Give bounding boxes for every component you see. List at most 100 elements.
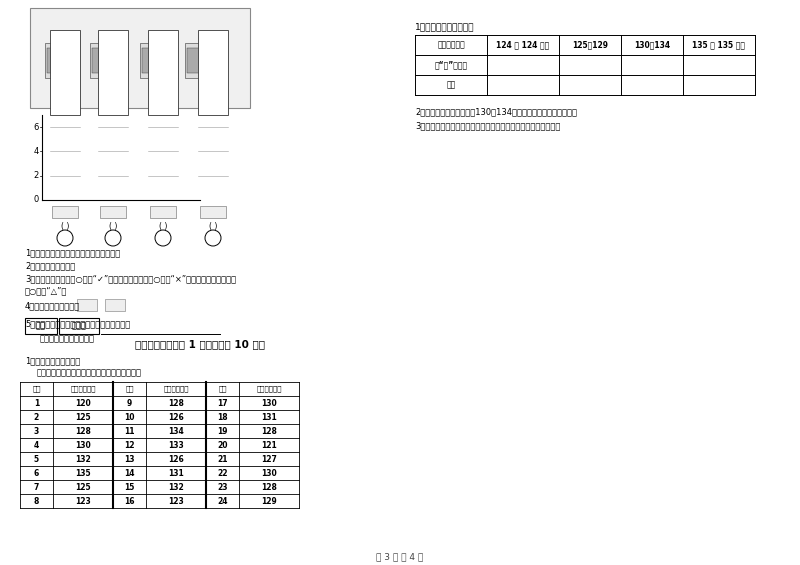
Bar bbox=[98, 30, 128, 115]
Text: 125: 125 bbox=[75, 412, 91, 421]
Text: 用“正”字统计: 用“正”字统计 bbox=[434, 60, 467, 69]
Text: 学号: 学号 bbox=[32, 386, 41, 392]
Text: 在○内画“△”。: 在○内画“△”。 bbox=[25, 286, 67, 295]
Text: 身高（厘米）: 身高（厘米） bbox=[163, 386, 189, 392]
Text: ( ): ( ) bbox=[159, 221, 167, 231]
Bar bbox=[90, 43, 118, 78]
Text: 人数: 人数 bbox=[446, 80, 456, 89]
Text: 20: 20 bbox=[218, 441, 228, 450]
Text: 128: 128 bbox=[168, 398, 184, 407]
Text: 21: 21 bbox=[218, 454, 228, 463]
Bar bbox=[105, 299, 125, 311]
Text: 120: 120 bbox=[75, 398, 91, 407]
Text: 7: 7 bbox=[34, 483, 39, 492]
Text: 128: 128 bbox=[261, 483, 277, 492]
Text: 134: 134 bbox=[168, 427, 184, 436]
Text: 125～129: 125～129 bbox=[572, 41, 608, 50]
Text: 5: 5 bbox=[34, 454, 39, 463]
Text: 135 及 135 以上: 135 及 135 以上 bbox=[693, 41, 746, 50]
Text: 13: 13 bbox=[124, 454, 134, 463]
Text: 1: 1 bbox=[34, 398, 39, 407]
Text: 124 及 124 以下: 124 及 124 以下 bbox=[496, 41, 550, 50]
Bar bbox=[150, 206, 176, 218]
Text: 130～134: 130～134 bbox=[634, 41, 670, 50]
Bar bbox=[187, 48, 211, 73]
Text: 128: 128 bbox=[261, 427, 277, 436]
Text: 学号: 学号 bbox=[126, 386, 134, 392]
Text: 6: 6 bbox=[34, 468, 39, 477]
Text: 123: 123 bbox=[168, 497, 184, 506]
Text: 4、比　　少（　　）。: 4、比 少（ ）。 bbox=[25, 301, 80, 310]
Text: 121: 121 bbox=[261, 441, 277, 450]
Bar bbox=[100, 206, 126, 218]
Bar bbox=[59, 318, 99, 334]
Text: 身高（厘米）: 身高（厘米） bbox=[437, 41, 465, 50]
Text: 24: 24 bbox=[218, 497, 228, 506]
Text: 评卷人: 评卷人 bbox=[71, 321, 86, 331]
Text: 18: 18 bbox=[217, 412, 228, 421]
Bar bbox=[47, 48, 71, 73]
Bar bbox=[30, 8, 250, 108]
Text: 135: 135 bbox=[75, 468, 91, 477]
Text: 123: 123 bbox=[75, 497, 91, 506]
Text: 2、在方格内涂一涂。: 2、在方格内涂一涂。 bbox=[25, 261, 75, 270]
Text: 1．观察分析，我统计。: 1．观察分析，我统计。 bbox=[25, 356, 80, 365]
Text: 131: 131 bbox=[261, 412, 277, 421]
Text: 16: 16 bbox=[124, 497, 134, 506]
Text: 126: 126 bbox=[168, 412, 184, 421]
Text: 19: 19 bbox=[218, 427, 228, 436]
Text: 130: 130 bbox=[75, 441, 91, 450]
Bar bbox=[142, 48, 166, 73]
Text: 问：一共有多少样东西？: 问：一共有多少样东西？ bbox=[40, 334, 95, 343]
Text: ( ): ( ) bbox=[61, 221, 69, 231]
Text: 10: 10 bbox=[124, 412, 134, 421]
Text: 133: 133 bbox=[168, 441, 184, 450]
Text: 132: 132 bbox=[168, 483, 184, 492]
Text: 14: 14 bbox=[124, 468, 134, 477]
Text: 22: 22 bbox=[218, 468, 228, 477]
Text: 身高（厘米）: 身高（厘米） bbox=[70, 386, 96, 392]
Text: 3、哪样东西最多，在○内画“✓”；哪样东西最少，在○内画“×”；哪两样东西一样多，: 3、哪样东西最多，在○内画“✓”；哪样东西最少，在○内画“×”；哪两样东西一样多… bbox=[25, 274, 236, 283]
Text: ( ): ( ) bbox=[109, 221, 117, 231]
Text: 130: 130 bbox=[261, 398, 277, 407]
Text: 11: 11 bbox=[124, 427, 134, 436]
Text: 132: 132 bbox=[75, 454, 91, 463]
Text: 第 3 页 共 4 页: 第 3 页 共 4 页 bbox=[376, 553, 424, 562]
Text: 十一、附加题（共 1 大题，共计 10 分）: 十一、附加题（共 1 大题，共计 10 分） bbox=[135, 339, 265, 349]
Text: 1．完成下面的统计表。: 1．完成下面的统计表。 bbox=[415, 22, 474, 31]
Text: 6: 6 bbox=[34, 123, 39, 132]
Text: 17: 17 bbox=[217, 398, 228, 407]
Text: 3、二年级一班女生身高在（　　　　）厘米范围内的人数最多。: 3、二年级一班女生身高在（ ）厘米范围内的人数最多。 bbox=[415, 121, 560, 130]
Text: 2、二年级一班女生身高在130～134厘米范围内的有（　　）人。: 2、二年级一班女生身高在130～134厘米范围内的有（ ）人。 bbox=[415, 107, 577, 116]
Bar bbox=[148, 30, 178, 115]
Text: 127: 127 bbox=[261, 454, 277, 463]
Text: 身高（厘米）: 身高（厘米） bbox=[256, 386, 282, 392]
Text: 12: 12 bbox=[124, 441, 134, 450]
Text: 4: 4 bbox=[34, 441, 39, 450]
Bar bbox=[92, 48, 116, 73]
Text: 得分: 得分 bbox=[36, 321, 46, 331]
Bar bbox=[140, 43, 168, 78]
Bar bbox=[50, 30, 80, 115]
Text: 3: 3 bbox=[34, 427, 39, 436]
Bar bbox=[52, 206, 78, 218]
Text: 15: 15 bbox=[124, 483, 134, 492]
Bar bbox=[25, 318, 57, 334]
Text: 1、数一数，把数的结果填在（　　）内。: 1、数一数，把数的结果填在（ ）内。 bbox=[25, 248, 120, 257]
Text: 23: 23 bbox=[218, 483, 228, 492]
Bar bbox=[45, 43, 73, 78]
Text: 下面是希望小学二年级一班女生身高统计情况。: 下面是希望小学二年级一班女生身高统计情况。 bbox=[37, 368, 142, 377]
Text: 125: 125 bbox=[75, 483, 91, 492]
Bar bbox=[77, 299, 97, 311]
Text: 129: 129 bbox=[261, 497, 277, 506]
Bar bbox=[198, 30, 228, 115]
Text: 8: 8 bbox=[34, 497, 39, 506]
Text: 2: 2 bbox=[34, 412, 39, 421]
Text: ( ): ( ) bbox=[209, 221, 217, 231]
Text: 131: 131 bbox=[168, 468, 184, 477]
Text: 126: 126 bbox=[168, 454, 184, 463]
Text: 5、你还能想出一个数学问题吗？请列式计算。: 5、你还能想出一个数学问题吗？请列式计算。 bbox=[25, 319, 130, 328]
Text: 4: 4 bbox=[34, 147, 39, 156]
Text: 128: 128 bbox=[75, 427, 91, 436]
Bar bbox=[185, 43, 213, 78]
